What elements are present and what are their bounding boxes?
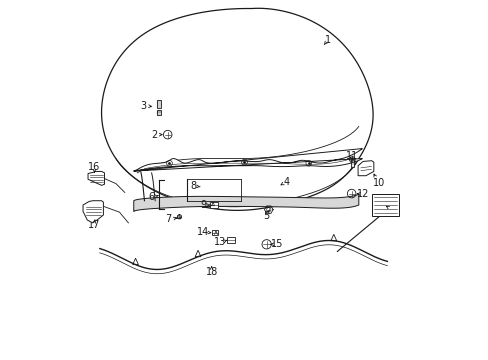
Text: 19: 19	[386, 204, 398, 214]
Bar	[350, 159, 353, 167]
Text: 5: 5	[263, 211, 269, 221]
Text: 6: 6	[148, 192, 154, 202]
Text: 16: 16	[88, 162, 101, 172]
Text: 9: 9	[200, 200, 206, 210]
Bar	[212, 230, 218, 235]
Text: 7: 7	[165, 214, 172, 224]
Text: 17: 17	[87, 220, 100, 230]
Text: 11: 11	[345, 151, 357, 161]
Polygon shape	[372, 194, 398, 216]
Bar	[210, 202, 218, 208]
Text: 18: 18	[205, 267, 217, 277]
Polygon shape	[102, 8, 372, 210]
Text: 3: 3	[141, 101, 146, 111]
Text: 14: 14	[197, 227, 209, 237]
Polygon shape	[88, 171, 104, 185]
Polygon shape	[357, 161, 373, 176]
Text: 12: 12	[356, 189, 368, 199]
Text: 1: 1	[325, 35, 331, 45]
Text: 8: 8	[190, 181, 197, 192]
Bar	[157, 111, 160, 115]
Text: 15: 15	[271, 239, 283, 249]
Text: 13: 13	[214, 237, 226, 247]
Bar	[157, 100, 160, 108]
Text: 4: 4	[283, 177, 289, 187]
Polygon shape	[134, 194, 358, 211]
Text: 10: 10	[372, 178, 384, 188]
Polygon shape	[134, 149, 362, 171]
Text: 2: 2	[151, 130, 157, 140]
Bar	[226, 237, 234, 243]
Polygon shape	[83, 201, 103, 223]
